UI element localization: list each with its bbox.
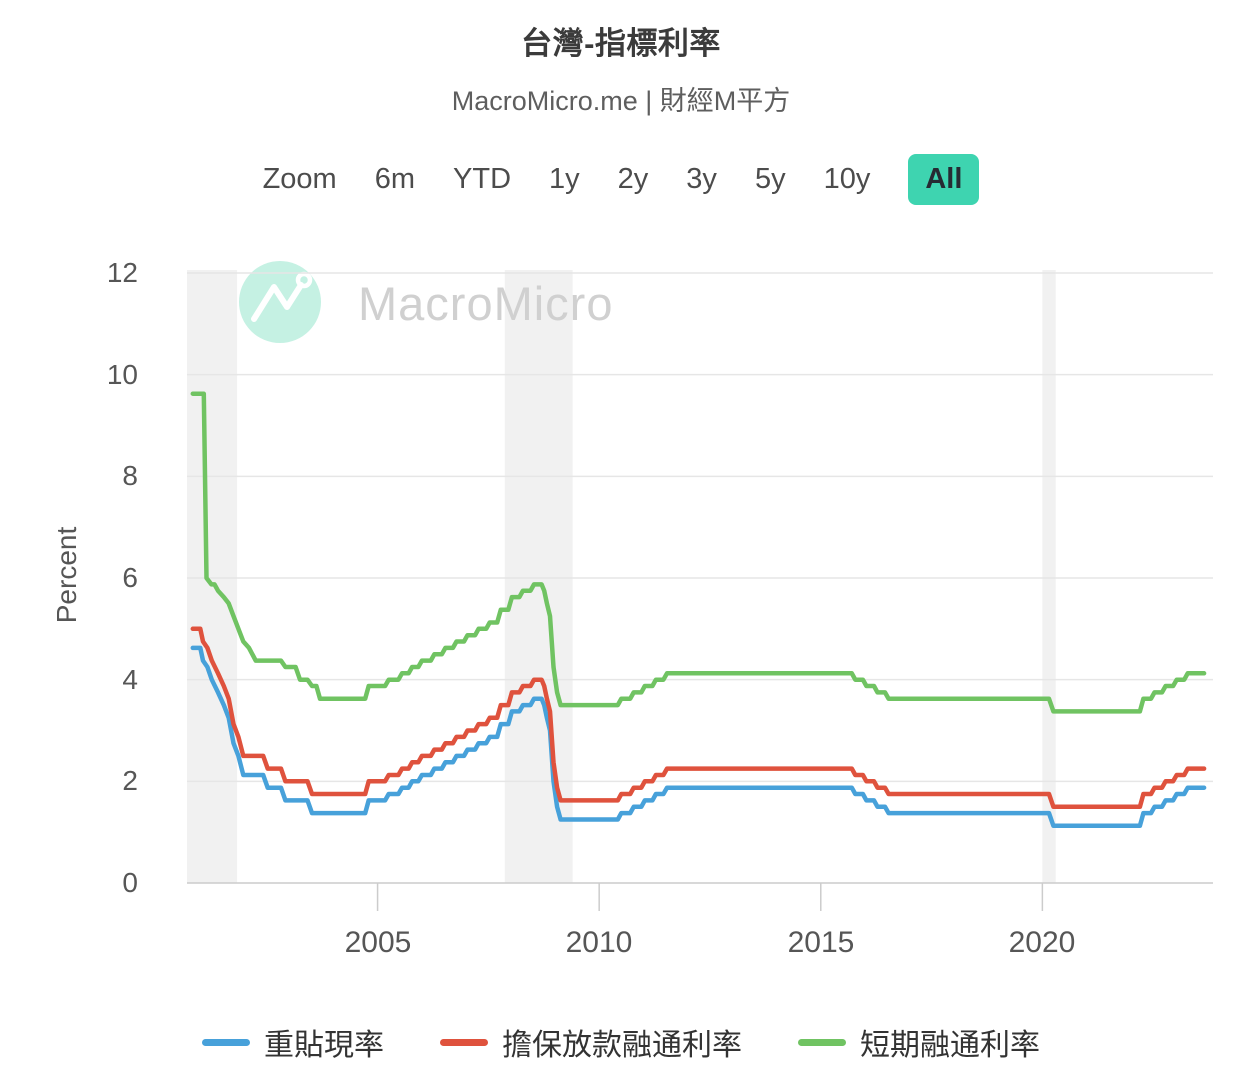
range-2y-button[interactable]: 2y — [617, 163, 649, 195]
y-tick-label-2: 2 — [122, 765, 138, 796]
y-tick-label-10: 10 — [106, 359, 138, 390]
legend-item-short-term-rate[interactable]: 短期融通利率 — [798, 1020, 1040, 1064]
x-tick-label-2005: 2005 — [344, 926, 412, 959]
y-tick-label-12: 12 — [106, 257, 138, 288]
chart-legend: 重貼現率 擔保放款融通利率 短期融通利率 — [0, 1020, 1242, 1064]
page-title: 台灣-指標利率 — [521, 26, 721, 61]
range-all-button[interactable]: All — [908, 154, 980, 205]
legend-label: 擔保放款融通利率 — [502, 1029, 742, 1062]
range-1y-button[interactable]: 1y — [549, 163, 580, 195]
x-tick-label-2015: 2015 — [787, 926, 855, 959]
y-tick-label-8: 8 — [122, 460, 138, 491]
x-tick-label-2010: 2010 — [565, 926, 633, 959]
legend-item-rediscount-rate[interactable]: 重貼現率 — [202, 1020, 384, 1064]
range-ytd-button[interactable]: YTD — [453, 163, 512, 195]
short-term-rate-line-swatch — [798, 1038, 846, 1046]
legend-label: 短期融通利率 — [860, 1029, 1040, 1062]
y-tick-label-6: 6 — [122, 562, 138, 593]
range-5y-button[interactable]: 5y — [754, 163, 786, 195]
y-tick-label-4: 4 — [122, 664, 138, 695]
range-3y-button[interactable]: 3y — [686, 163, 717, 195]
secured-loans-rate-line-swatch — [440, 1038, 488, 1046]
range-6m-button[interactable]: 6m — [374, 163, 416, 195]
legend-item-secured-loans-rate[interactable]: 擔保放款融通利率 — [440, 1020, 742, 1064]
page-subtitle: MacroMicro.me | 財經M平方 — [451, 86, 791, 116]
x-tick-label-2020: 2020 — [1008, 926, 1076, 959]
legend-label: 重貼現率 — [264, 1029, 384, 1062]
range-toolbar: Zoom 6m YTD 1y 2y 3y 5y 10y All — [0, 154, 1242, 205]
zoom-label: Zoom — [262, 163, 337, 195]
range-10y-button[interactable]: 10y — [823, 163, 871, 195]
rediscount-rate-line-swatch — [202, 1038, 250, 1046]
watermark-text: MacroMicro — [358, 277, 614, 330]
chart-plot-area[interactable] — [187, 273, 1213, 883]
y-tick-label-0: 0 — [122, 867, 138, 898]
